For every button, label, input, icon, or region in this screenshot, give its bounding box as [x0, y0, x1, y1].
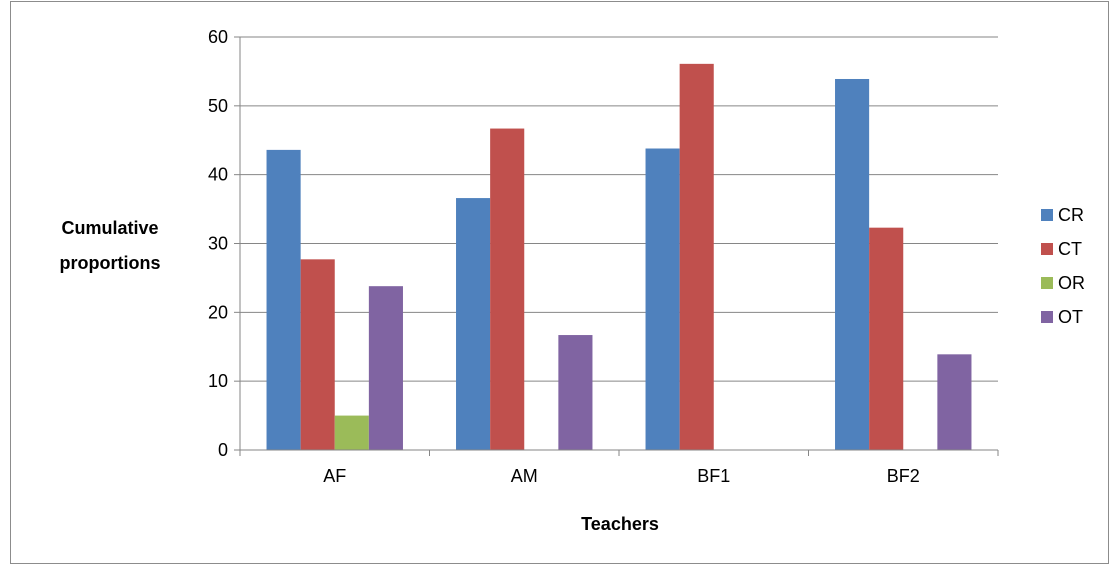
bar-ot-am: [558, 335, 593, 450]
bar-ot-bf2: [937, 354, 972, 450]
legend-label-or: OR: [1058, 273, 1085, 293]
bars: [266, 63, 972, 451]
legend-label-ot: OT: [1058, 307, 1083, 327]
bar-ot-af: [368, 286, 403, 450]
x-axis-title: Teachers: [581, 514, 659, 534]
bar-ct-bf2: [869, 227, 904, 450]
y-tick-label: 60: [208, 27, 228, 47]
legend-swatch-or: [1041, 277, 1053, 289]
legend-label-cr: CR: [1058, 205, 1084, 225]
bar-cr-af: [266, 149, 301, 451]
legend: CR CT OR OT: [1041, 205, 1085, 327]
y-tick-label: 50: [208, 96, 228, 116]
x-tick-label: BF2: [887, 466, 920, 486]
legend-swatch-ot: [1041, 311, 1053, 323]
bar-cr-bf1: [645, 148, 680, 450]
bar-ct-af: [300, 259, 335, 450]
y-tick-label: 20: [208, 302, 228, 322]
y-tick-label: 10: [208, 371, 228, 391]
y-axis-title-line-1: Cumulative: [61, 218, 158, 238]
y-tick-label: 0: [218, 440, 228, 460]
x-tick-label: AM: [511, 466, 538, 486]
bar-cr-bf2: [835, 78, 870, 450]
chart-frame: [10, 1, 1109, 564]
legend-label-ct: CT: [1058, 239, 1082, 259]
legend-swatch-ct: [1041, 243, 1053, 255]
y-tick-label: 40: [208, 165, 228, 185]
y-axis-title-line-2: proportions: [60, 253, 161, 273]
y-tick-label: 30: [208, 234, 228, 254]
bar-ct-am: [490, 128, 525, 450]
bar-ct-bf1: [679, 63, 714, 450]
tick-labels: 0 10 20 30 40 50 60 AF AM BF1 BF2: [208, 27, 920, 486]
x-tick-label: AF: [323, 466, 346, 486]
axes: [234, 36, 999, 456]
legend-swatch-cr: [1041, 209, 1053, 221]
x-tick-label: BF1: [697, 466, 730, 486]
bar-cr-am: [456, 198, 491, 450]
bar-or-af: [334, 415, 369, 450]
